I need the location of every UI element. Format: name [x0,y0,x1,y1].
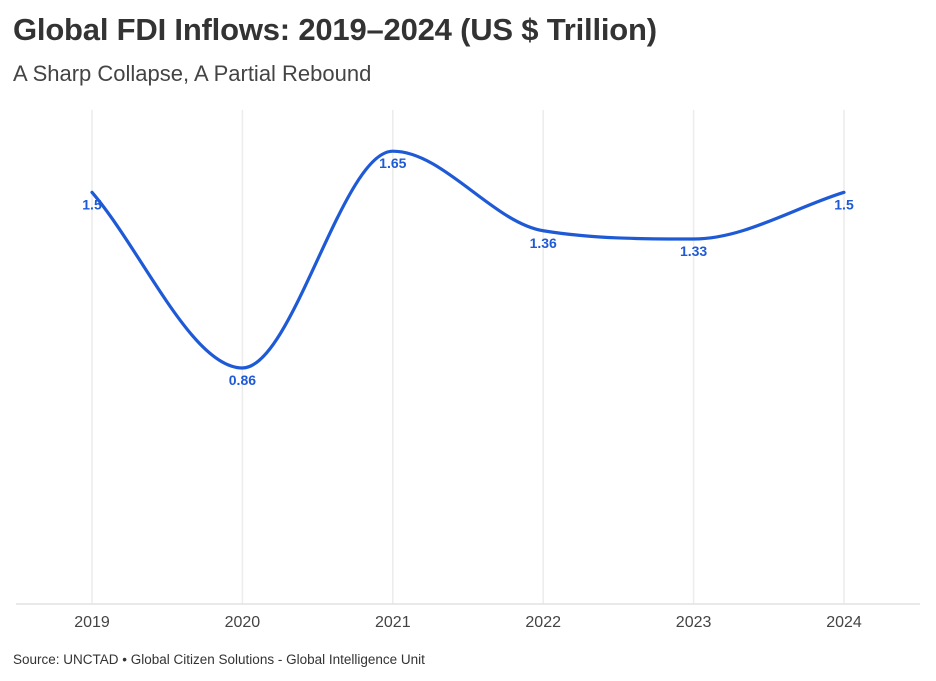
chart-title: Global FDI Inflows: 2019–2024 (US $ Tril… [13,12,657,47]
x-tick-label: 2024 [826,614,862,631]
x-tick-label: 2020 [225,614,261,631]
x-tick-label: 2019 [74,614,110,631]
source-note: Source: UNCTAD • Global Citizen Solution… [13,652,425,667]
vertical-gridlines [91,110,845,604]
data-label: 1.5 [82,196,102,212]
x-tick-label: 2022 [525,614,561,631]
data-label: 1.5 [834,196,854,212]
data-label: 0.86 [229,372,256,388]
data-labels: 1.5 0.86 1.65 1.36 1.33 1.5 [82,155,854,388]
x-tick-label: 2023 [676,614,712,631]
data-label: 1.36 [530,235,557,251]
data-label: 1.33 [680,243,707,259]
x-axis-tick-labels: 2019 2020 2021 2022 2023 2024 [74,614,862,631]
data-label: 1.65 [379,155,406,171]
series-line [90,149,846,370]
x-tick-label: 2021 [375,614,411,631]
chart-subtitle: A Sharp Collapse, A Partial Rebound [13,61,372,86]
